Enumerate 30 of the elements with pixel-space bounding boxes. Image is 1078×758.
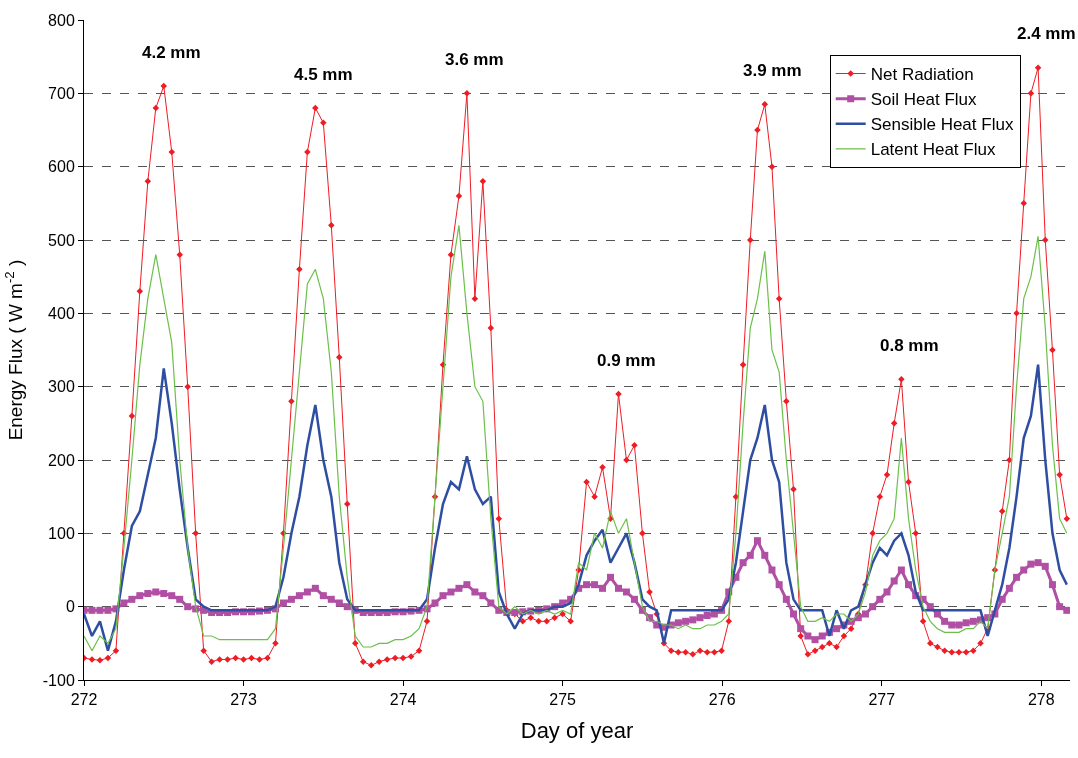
x-axis-title: Day of year [520, 718, 634, 744]
x-tick-label: 278 [1027, 691, 1055, 709]
annotation: 3.9 mm [743, 61, 802, 80]
x-tick-label: 276 [708, 691, 736, 709]
legend-label: Soil Heat Flux [870, 90, 978, 110]
annotation: 2.4 mm [1017, 24, 1076, 43]
y-tick-label: 500 [48, 231, 75, 249]
x-tick-label: 274 [389, 691, 417, 709]
y-tick-label: 100 [48, 524, 75, 542]
legend-label: Net Radiation [870, 65, 974, 85]
y-tick-label: 0 [65, 598, 75, 616]
x-tick-label: 275 [549, 691, 577, 709]
x-tick-label: 272 [70, 691, 98, 709]
y-tick-label: 400 [48, 304, 75, 322]
legend-label: Sensible Heat Flux [870, 115, 1014, 135]
y-tick-label: 800 [48, 11, 75, 29]
y-tick-label: 600 [48, 158, 75, 176]
y-tick-label: 300 [48, 378, 75, 396]
y-tick-label: 200 [48, 451, 75, 469]
line-series [84, 224, 1068, 652]
annotation: 4.2 mm [142, 43, 201, 62]
annotation: 3.6 mm [445, 50, 504, 69]
annotation: 0.8 mm [880, 336, 939, 355]
x-tick-label: 277 [868, 691, 896, 709]
y-tick-label: -100 [42, 671, 75, 689]
y-tick-label: 700 [48, 84, 75, 102]
x-tick-label: 273 [230, 691, 257, 709]
legend-label: Latent Heat Flux [870, 140, 996, 160]
annotation: 4.5 mm [294, 65, 353, 84]
annotation: 0.9 mm [597, 351, 656, 370]
